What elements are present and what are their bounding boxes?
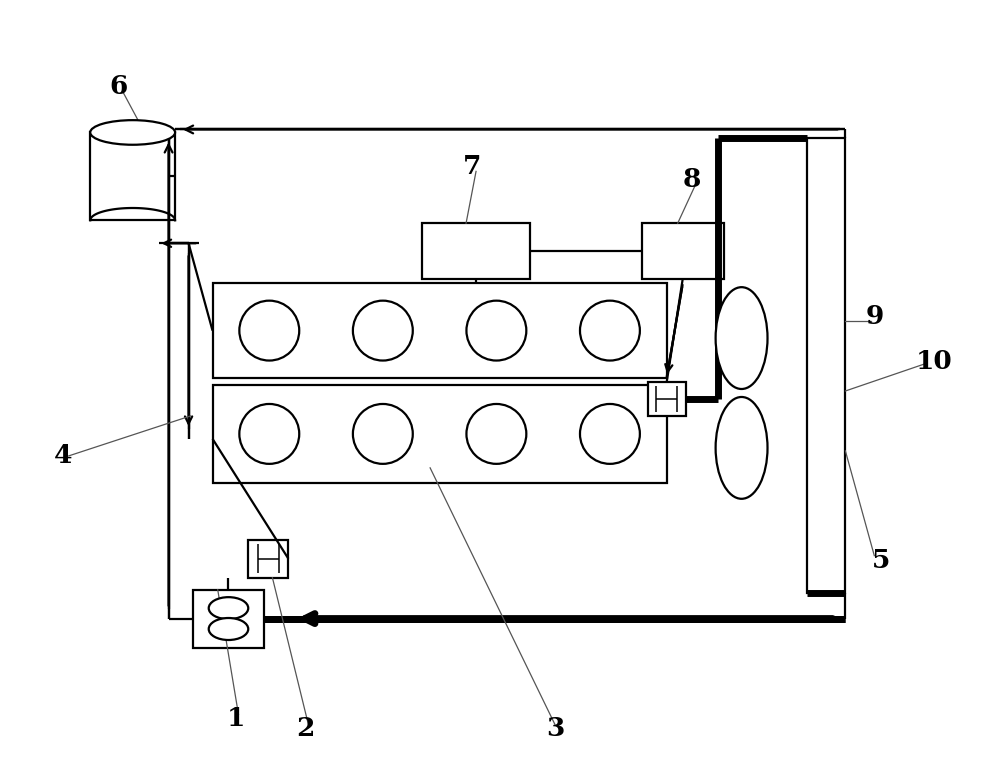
- Ellipse shape: [716, 287, 768, 389]
- Bar: [213, 283, 667, 378]
- Bar: [248, 540, 288, 577]
- Bar: [642, 224, 724, 279]
- Ellipse shape: [716, 397, 768, 499]
- Text: 6: 6: [110, 74, 128, 99]
- Text: 4: 4: [54, 443, 72, 468]
- Bar: [807, 139, 845, 593]
- Ellipse shape: [90, 120, 175, 145]
- Text: 9: 9: [865, 304, 883, 328]
- Ellipse shape: [209, 598, 248, 619]
- Text: 5: 5: [872, 548, 890, 573]
- Bar: [422, 224, 530, 279]
- Bar: [90, 133, 175, 221]
- Bar: [213, 385, 667, 483]
- Text: 2: 2: [296, 716, 315, 741]
- Ellipse shape: [209, 618, 248, 640]
- Text: 10: 10: [916, 348, 953, 373]
- Text: 8: 8: [682, 167, 701, 192]
- Text: 1: 1: [226, 706, 245, 731]
- Text: 7: 7: [463, 154, 481, 179]
- Bar: [193, 590, 264, 648]
- Text: 3: 3: [546, 716, 564, 741]
- Bar: [648, 382, 686, 416]
